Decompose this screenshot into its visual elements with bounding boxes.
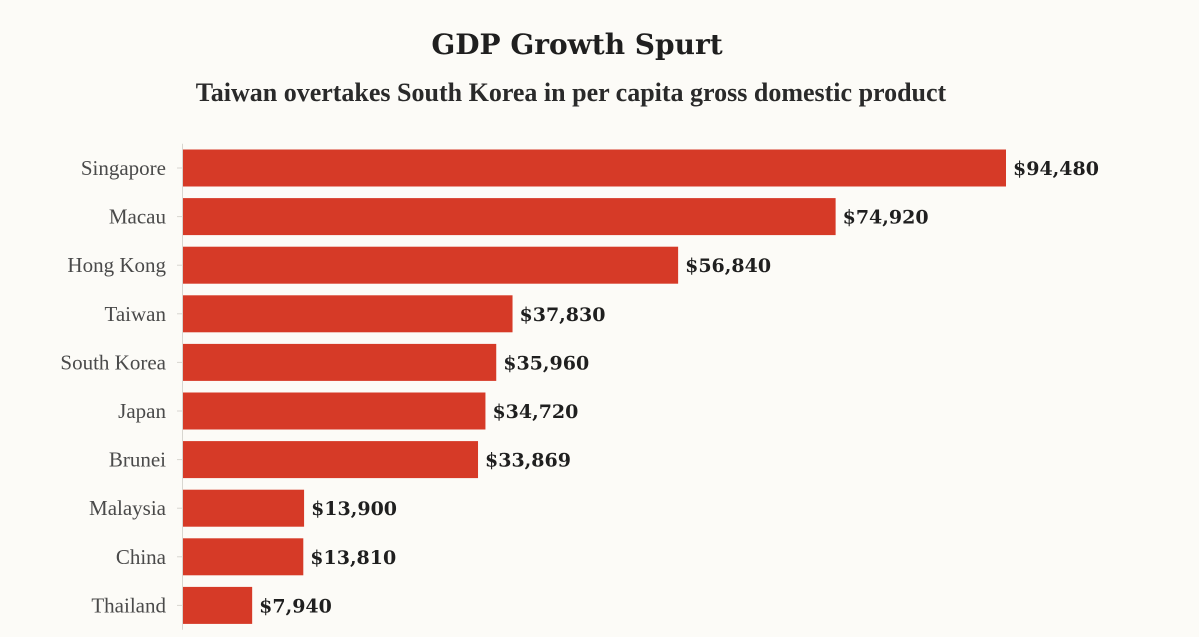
- data-label: $34,720: [492, 401, 578, 423]
- bar: [183, 343, 497, 381]
- bar: [183, 586, 253, 624]
- bar: [183, 489, 305, 527]
- data-label: $56,840: [685, 255, 771, 277]
- category-label: Thailand: [91, 593, 166, 617]
- bar: [183, 538, 304, 576]
- data-label: $13,900: [311, 498, 397, 520]
- category-label: Japan: [118, 399, 166, 423]
- category-label: Malaysia: [89, 496, 167, 520]
- chart-subtitle: Taiwan overtakes South Korea in per capi…: [195, 78, 947, 107]
- data-label: $35,960: [503, 352, 589, 374]
- bar: [183, 198, 836, 236]
- data-label: $13,810: [310, 547, 396, 569]
- category-label: Singapore: [81, 156, 166, 180]
- bar: [183, 246, 679, 284]
- category-label: Hong Kong: [67, 253, 166, 277]
- bar: [183, 149, 1006, 187]
- category-label: Macau: [109, 205, 167, 229]
- bar: [183, 441, 479, 479]
- data-label: $33,869: [485, 450, 571, 472]
- bar: [183, 392, 486, 430]
- category-label: Brunei: [109, 448, 166, 472]
- data-label: $37,830: [520, 304, 606, 326]
- data-label: $7,940: [259, 595, 332, 617]
- data-label: $94,480: [1013, 158, 1099, 180]
- bar: [183, 295, 513, 333]
- category-label: China: [116, 545, 167, 569]
- data-label: $74,920: [843, 207, 929, 229]
- chart-title: GDP Growth Spurt: [431, 28, 723, 61]
- category-label: South Korea: [60, 350, 166, 374]
- category-label: Taiwan: [104, 302, 166, 326]
